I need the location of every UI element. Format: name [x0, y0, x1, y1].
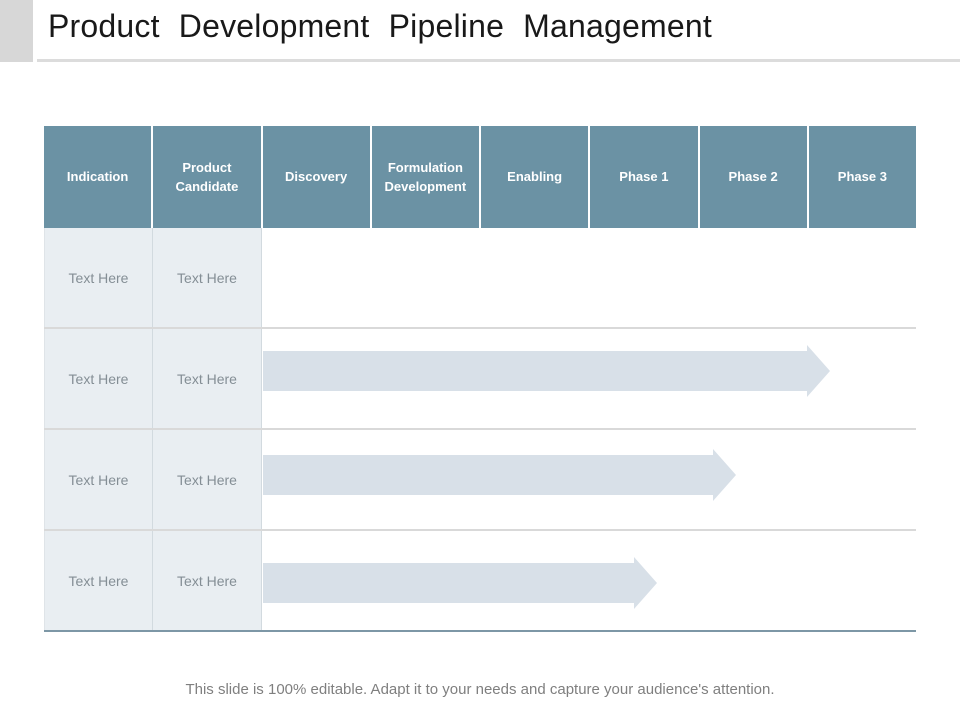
- header-cell-label: Phase 2: [728, 169, 778, 185]
- header-cell-enabling: Enabling: [479, 126, 588, 228]
- title-divider: [37, 59, 960, 62]
- table-body: Text Here Text Here Text Here Text Here Text…: [44, 228, 916, 632]
- header-cell-label: Enabling: [507, 169, 563, 185]
- product-candidate-cell: Text Here: [153, 329, 262, 428]
- corner-decoration: [0, 0, 33, 62]
- product-candidate-cell: Text Here: [153, 531, 262, 630]
- placeholder-text: Text Here: [68, 572, 129, 589]
- indication-cell: Text Here: [44, 430, 153, 529]
- header-cell-formulation-development: Formulation Development: [369, 126, 479, 228]
- header-cell-label: Product Candidate: [175, 159, 239, 195]
- placeholder-text: Text Here: [177, 370, 237, 387]
- header-cell-label: Phase 1: [619, 169, 669, 185]
- page-title: Product Development Pipeline Management: [48, 8, 712, 44]
- header-cell-discovery: Discovery: [260, 126, 370, 228]
- header-cell-phase-1: Phase 1: [588, 126, 697, 228]
- placeholder-text: Text Here: [68, 269, 129, 286]
- indication-cell: Text Here: [44, 329, 153, 428]
- placeholder-text: Text Here: [68, 471, 129, 488]
- header-cell-phase-3: Phase 3: [806, 126, 916, 228]
- header-cell-label: Indication: [66, 169, 129, 185]
- placeholder-text: Text Here: [68, 370, 129, 387]
- header-cell-label: Discovery: [285, 169, 348, 185]
- indication-cell: Text Here: [44, 531, 153, 630]
- placeholder-text: Text Here: [177, 572, 237, 589]
- header-cell-indication: Indication: [44, 126, 151, 228]
- table-header: Indication Product Candidate Discovery Form…: [44, 126, 916, 228]
- product-candidate-cell: Text Here: [153, 430, 262, 529]
- pipeline-table: Indication Product Candidate Discovery Form…: [44, 126, 916, 632]
- indication-cell: Text Here: [44, 228, 153, 327]
- placeholder-text: Text Here: [177, 471, 237, 488]
- header-cell-product-candidate: Product Candidate: [151, 126, 260, 228]
- footer-note: This slide is 100% editable. Adapt it to…: [185, 681, 775, 698]
- table-row: Text Here Text Here: [44, 531, 916, 632]
- placeholder-text: Text Here: [177, 269, 237, 286]
- product-candidate-cell: Text Here: [153, 228, 262, 327]
- table-row: Text Here Text Here: [44, 430, 916, 531]
- header-cell-phase-2: Phase 2: [697, 126, 807, 228]
- header-cell-label: Phase 3: [837, 169, 887, 185]
- table-row: Text Here Text Here: [44, 228, 916, 329]
- table-row: Text Here Text Here: [44, 329, 916, 430]
- header-cell-label: Formulation Development: [384, 159, 467, 195]
